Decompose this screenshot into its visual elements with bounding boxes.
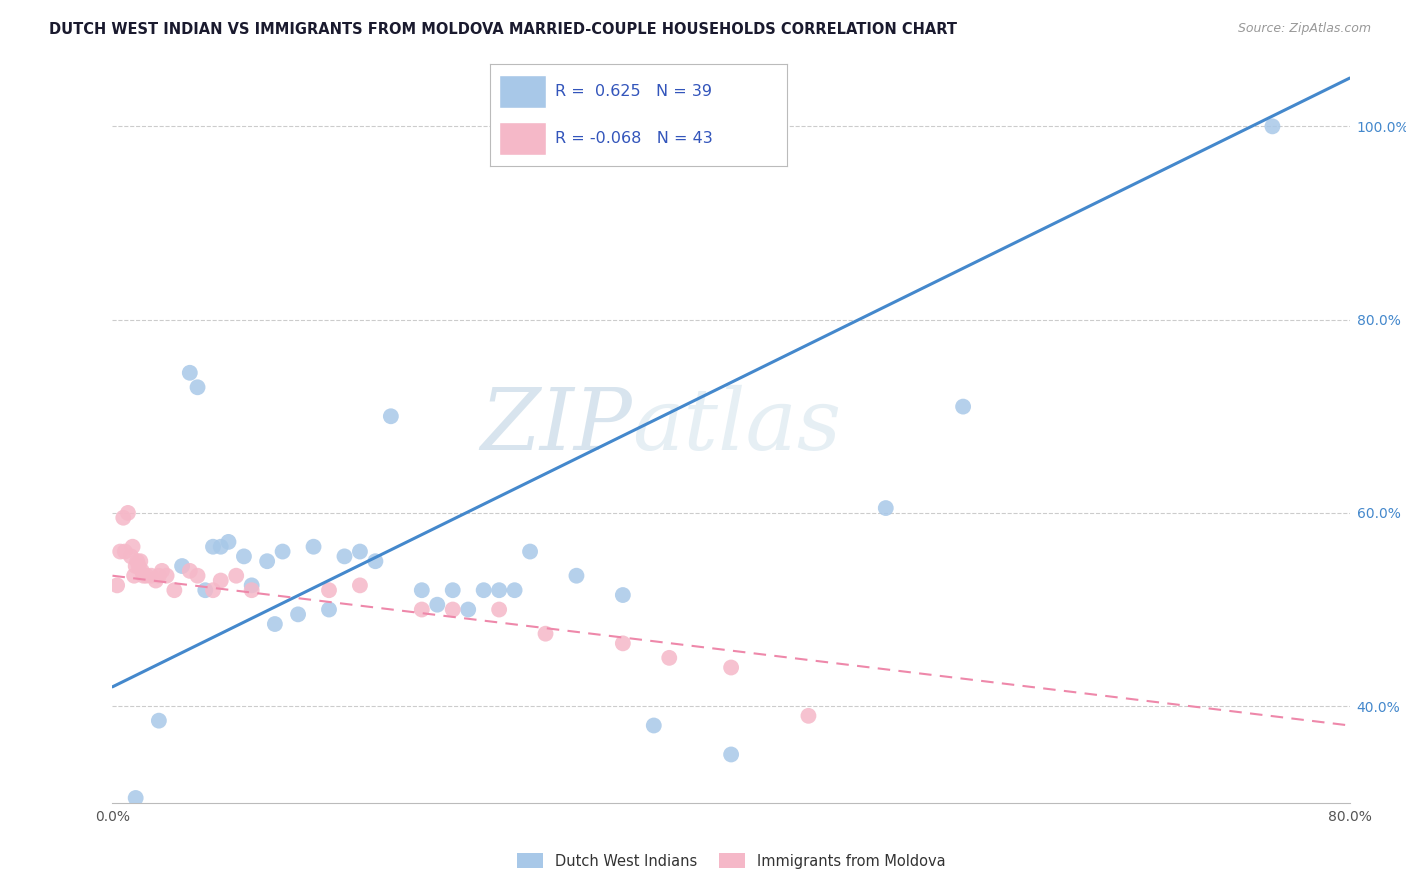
Point (209, 574, 232, 588)
Point (565, 568, 588, 582)
Point (129, 554, 152, 568)
Point (209, 540, 232, 554)
Point (150, 564, 173, 578)
Point (163, 583, 186, 598)
Point (148, 568, 170, 582)
Point (179, 366, 201, 380)
Point (148, 714, 170, 728)
Point (225, 568, 247, 582)
Point (122, 568, 145, 582)
Point (519, 544, 541, 558)
Point (145, 574, 167, 588)
Text: DUTCH WEST INDIAN VS IMMIGRANTS FROM MOLDOVA MARRIED-COUPLE HOUSEHOLDS CORRELATI: DUTCH WEST INDIAN VS IMMIGRANTS FROM MOL… (49, 22, 957, 37)
Point (186, 568, 209, 582)
Point (349, 544, 371, 558)
Point (643, 718, 665, 732)
Point (426, 598, 449, 612)
Point (117, 506, 139, 520)
Point (441, 602, 464, 616)
Point (110, 544, 132, 558)
Point (202, 540, 225, 554)
Point (194, 583, 217, 598)
Point (1261, 120, 1284, 134)
Point (457, 602, 479, 616)
Point (318, 583, 340, 598)
Point (380, 409, 402, 424)
Point (217, 535, 239, 549)
Point (503, 583, 526, 598)
Point (488, 583, 510, 598)
Point (186, 380, 209, 394)
Point (534, 626, 557, 640)
Point (135, 568, 157, 582)
Point (124, 559, 148, 574)
Point (441, 583, 464, 598)
Point (202, 583, 225, 598)
Point (333, 549, 356, 564)
Point (875, 501, 897, 516)
Point (121, 540, 143, 554)
Point (720, 660, 742, 674)
Point (240, 583, 263, 598)
Point (612, 588, 634, 602)
Point (124, 791, 148, 805)
Point (472, 583, 495, 598)
Point (128, 559, 150, 574)
Point (233, 549, 256, 564)
Point (287, 607, 309, 622)
Point (141, 568, 163, 582)
Point (411, 602, 433, 616)
Point (720, 747, 742, 762)
Point (364, 554, 387, 568)
Point (114, 544, 136, 558)
Legend: Dutch West Indians, Immigrants from Moldova: Dutch West Indians, Immigrants from Mold… (510, 847, 952, 875)
Point (797, 708, 820, 723)
Text: atlas: atlas (633, 384, 841, 467)
Point (132, 568, 155, 582)
Point (155, 568, 177, 582)
Point (264, 617, 287, 632)
Text: Source: ZipAtlas.com: Source: ZipAtlas.com (1237, 22, 1371, 36)
Point (179, 564, 201, 578)
Point (349, 578, 371, 592)
Point (240, 578, 263, 592)
Point (302, 540, 325, 554)
Point (612, 636, 634, 650)
Text: ZIP: ZIP (481, 384, 633, 467)
Point (488, 602, 510, 616)
Point (658, 651, 681, 665)
Point (120, 549, 142, 564)
Point (172, 559, 194, 574)
Point (318, 602, 340, 616)
Point (131, 564, 153, 578)
Point (127, 554, 149, 568)
Point (271, 544, 294, 558)
Point (105, 578, 128, 592)
Point (411, 583, 433, 598)
Point (952, 400, 974, 414)
Point (112, 510, 135, 524)
Point (256, 554, 278, 568)
